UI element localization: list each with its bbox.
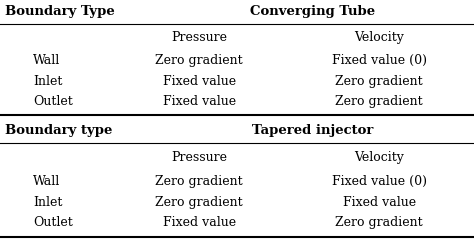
Text: Pressure: Pressure <box>171 30 227 44</box>
Text: Zero gradient: Zero gradient <box>336 74 423 88</box>
Text: Outlet: Outlet <box>33 95 73 108</box>
Text: Zero gradient: Zero gradient <box>155 174 243 188</box>
Text: Fixed value: Fixed value <box>163 74 236 88</box>
Text: Inlet: Inlet <box>33 74 63 88</box>
Text: Zero gradient: Zero gradient <box>155 195 243 209</box>
Text: Velocity: Velocity <box>354 30 404 44</box>
Text: Fixed value (0): Fixed value (0) <box>332 174 427 188</box>
Text: Wall: Wall <box>33 174 60 188</box>
Text: Converging Tube: Converging Tube <box>250 5 375 18</box>
Text: Inlet: Inlet <box>33 195 63 209</box>
Text: Zero gradient: Zero gradient <box>155 54 243 67</box>
Text: Fixed value: Fixed value <box>163 216 236 229</box>
Text: Boundary type: Boundary type <box>5 123 112 137</box>
Text: Zero gradient: Zero gradient <box>336 95 423 108</box>
Text: Wall: Wall <box>33 54 60 67</box>
Text: Outlet: Outlet <box>33 216 73 229</box>
Text: Velocity: Velocity <box>354 151 404 164</box>
Text: Fixed value (0): Fixed value (0) <box>332 54 427 67</box>
Text: Fixed value: Fixed value <box>343 195 416 209</box>
Text: Zero gradient: Zero gradient <box>336 216 423 229</box>
Text: Tapered injector: Tapered injector <box>252 123 374 137</box>
Text: Fixed value: Fixed value <box>163 95 236 108</box>
Text: Boundary Type: Boundary Type <box>5 5 115 18</box>
Text: Pressure: Pressure <box>171 151 227 164</box>
